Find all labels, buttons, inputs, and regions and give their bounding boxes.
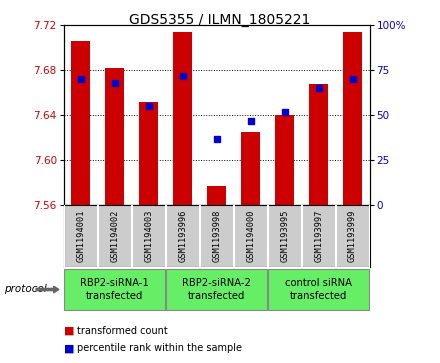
Text: GSM1193997: GSM1193997 (314, 210, 323, 262)
Bar (166, 269, 267, 310)
Bar (309, 84, 328, 205)
Bar (71, 41, 90, 205)
Text: GSM1194000: GSM1194000 (246, 210, 255, 262)
Bar (241, 132, 260, 205)
Bar (65, 269, 165, 310)
Text: GSM1193998: GSM1193998 (212, 210, 221, 262)
Text: control siRNA
transfected: control siRNA transfected (285, 278, 352, 301)
Text: RBP2-siRNA-2
transfected: RBP2-siRNA-2 transfected (182, 278, 251, 301)
Text: GSM1193999: GSM1193999 (348, 210, 357, 262)
Text: GDS5355 / ILMN_1805221: GDS5355 / ILMN_1805221 (129, 13, 311, 27)
Text: GSM1193995: GSM1193995 (280, 210, 289, 262)
Bar (106, 68, 124, 205)
Text: ■: ■ (64, 343, 74, 354)
Bar (268, 269, 369, 310)
Text: GSM1194001: GSM1194001 (76, 210, 85, 262)
Text: GSM1194003: GSM1194003 (144, 210, 153, 262)
Bar (207, 186, 226, 205)
Bar (173, 32, 192, 205)
Bar (343, 32, 362, 205)
Text: percentile rank within the sample: percentile rank within the sample (77, 343, 242, 354)
Text: GSM1193996: GSM1193996 (178, 210, 187, 262)
Bar (139, 102, 158, 205)
Text: protocol: protocol (4, 285, 47, 294)
Text: RBP2-siRNA-1
transfected: RBP2-siRNA-1 transfected (81, 278, 149, 301)
Text: transformed count: transformed count (77, 326, 168, 336)
Text: GSM1194002: GSM1194002 (110, 210, 119, 262)
Bar (275, 115, 294, 205)
Text: ■: ■ (64, 326, 74, 336)
